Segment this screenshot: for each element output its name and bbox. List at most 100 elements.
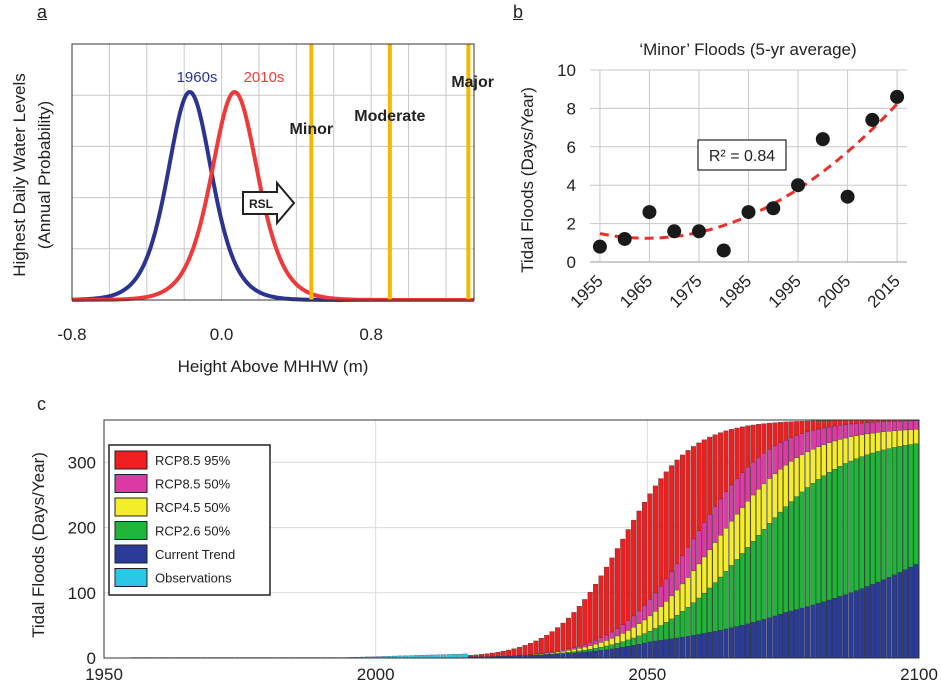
panel-b-xtick-label: 1995 xyxy=(765,271,805,311)
panel-b-xtick-label: 1985 xyxy=(715,271,755,311)
bar-current-trend xyxy=(647,641,653,659)
bar-current-trend xyxy=(739,624,745,659)
legend-label: RCP4.5 50% xyxy=(155,500,231,515)
legend-swatch xyxy=(114,521,148,540)
bar-current-trend xyxy=(859,588,865,659)
panel-b-xtick-label: 1965 xyxy=(616,271,656,311)
bar-current-trend xyxy=(707,632,713,659)
panel-c-xtick-label: 2100 xyxy=(900,665,938,684)
legend-label: RCP2.6 50% xyxy=(155,524,231,539)
bar-observations xyxy=(441,654,446,659)
panel-b-xtick-label: 2015 xyxy=(864,271,904,311)
bar-current-trend xyxy=(658,640,664,659)
bar-current-trend xyxy=(772,615,778,659)
bar-current-trend xyxy=(598,650,604,659)
panel-label-c: c xyxy=(37,394,46,414)
rsl-arrow: RSL xyxy=(242,180,296,226)
panel-c-ytick-label: 200 xyxy=(68,519,96,538)
bar-current-trend xyxy=(875,581,881,659)
bar-current-trend xyxy=(680,636,686,659)
bar-current-trend xyxy=(821,601,827,659)
legend-swatch xyxy=(114,450,148,470)
bar-current-trend xyxy=(723,628,729,659)
panel-b-data-point xyxy=(890,89,905,104)
bar-current-trend xyxy=(832,598,838,659)
threshold-label-minor: Minor xyxy=(290,121,334,138)
threshold-label-moderate: Moderate xyxy=(354,108,425,125)
bar-current-trend xyxy=(815,603,821,659)
series-label-2010s: 2010s xyxy=(244,69,285,86)
bar-observations xyxy=(457,653,463,659)
panel-b-xtick-labels: 1955 1965 1975 1985 1995 2005 2015 xyxy=(567,271,904,311)
bar-current-trend xyxy=(571,652,577,659)
bar-current-trend xyxy=(848,592,854,659)
panel-label-b: b xyxy=(513,2,524,22)
bar-current-trend xyxy=(631,645,637,659)
panel-c-xtick-labels: 1950 2000 2050 2100 xyxy=(85,665,938,684)
panel-b-chart: 0 2 4 6 8 10 1955 1965 1975 1985 1995 2005 2015 ‘Mi… xyxy=(518,40,907,312)
bar-current-trend xyxy=(799,607,805,659)
r-squared-label: R² = 0.84 xyxy=(709,148,775,165)
bar-current-trend xyxy=(669,638,675,659)
bar-current-trend xyxy=(555,653,561,659)
panel-b-ytick-label: 10 xyxy=(557,61,576,80)
bar-current-trend xyxy=(783,612,789,659)
legend-swatch xyxy=(114,568,148,587)
panel-b-ytick-labels: 0 2 4 6 8 10 xyxy=(557,61,576,272)
series-label-1960s: 1960s xyxy=(177,69,218,86)
bar-current-trend xyxy=(685,636,691,659)
panel-a-chart: Minor Moderate Major -0.8 0.0 0.8 Height Abo… xyxy=(10,43,494,376)
bar-current-trend xyxy=(805,606,811,659)
panel-a-xtick-label: 0.0 xyxy=(210,325,234,344)
bar-current-trend xyxy=(750,622,756,659)
panel-b-data-point xyxy=(642,205,657,220)
bar-current-trend xyxy=(652,640,658,659)
panel-b-ytick-label: 6 xyxy=(567,138,576,157)
panel-c-xtick-label: 2000 xyxy=(357,665,395,684)
bar-current-trend xyxy=(636,644,642,659)
bar-current-trend xyxy=(794,609,800,659)
panel-c-chart: 0 100 200 300 1950 2000 2050 2100 Tidal Floods… xyxy=(29,419,938,684)
bar-current-trend xyxy=(609,648,615,659)
legend-label: Observations xyxy=(155,571,232,586)
bar-current-trend xyxy=(777,614,783,659)
bar-current-trend xyxy=(756,620,762,659)
bar-current-trend xyxy=(728,627,734,659)
panel-a-ylabel-2: (Annual Probability) xyxy=(35,101,54,249)
panel-b-data-point xyxy=(667,224,682,239)
legend-label: Current Trend xyxy=(155,547,235,562)
panel-b-ytick-label: 0 xyxy=(567,253,576,272)
bar-current-trend xyxy=(582,651,588,659)
bar-current-trend xyxy=(663,639,669,659)
r-squared-box xyxy=(697,139,787,171)
bar-current-trend xyxy=(576,652,582,659)
panel-b-xtick-label: 1975 xyxy=(666,271,706,311)
panel-a-plot-area xyxy=(72,44,474,300)
bar-current-trend xyxy=(560,653,566,659)
bar-current-trend xyxy=(810,604,816,659)
panel-a-thresholds: Minor Moderate Major xyxy=(290,44,494,300)
bar-current-trend xyxy=(718,629,724,659)
panel-c-ytick-labels: 0 100 200 300 xyxy=(68,453,96,668)
bar-current-trend xyxy=(603,649,609,659)
bar-current-trend xyxy=(642,642,648,659)
bar-current-trend xyxy=(761,619,767,659)
panel-c-ytick-label: 100 xyxy=(68,584,96,603)
panel-a-ylabel: Highest Daily Water Levels xyxy=(10,73,29,276)
panel-b-data-point xyxy=(716,243,731,258)
panel-b-data-point xyxy=(617,231,632,246)
panel-b-ytick-label: 2 xyxy=(567,215,576,234)
panel-b-points xyxy=(592,89,905,258)
panel-b-ytick-label: 4 xyxy=(567,176,576,195)
bar-current-trend xyxy=(690,635,696,659)
panel-c-bars xyxy=(131,419,919,659)
bar-current-trend xyxy=(766,617,772,659)
panel-a-frame xyxy=(71,43,475,301)
panel-c-legend: RCP8.5 95% RCP8.5 50% RCP4.5 50% RCP2.6 50%… xyxy=(108,444,271,596)
panel-b-ytick-label: 8 xyxy=(567,99,576,118)
bar-current-trend xyxy=(891,574,897,659)
bar-observations xyxy=(462,653,468,659)
panel-c-frame xyxy=(103,419,920,659)
panel-c-xtick-label: 1950 xyxy=(85,665,123,684)
bar-current-trend xyxy=(886,577,892,659)
